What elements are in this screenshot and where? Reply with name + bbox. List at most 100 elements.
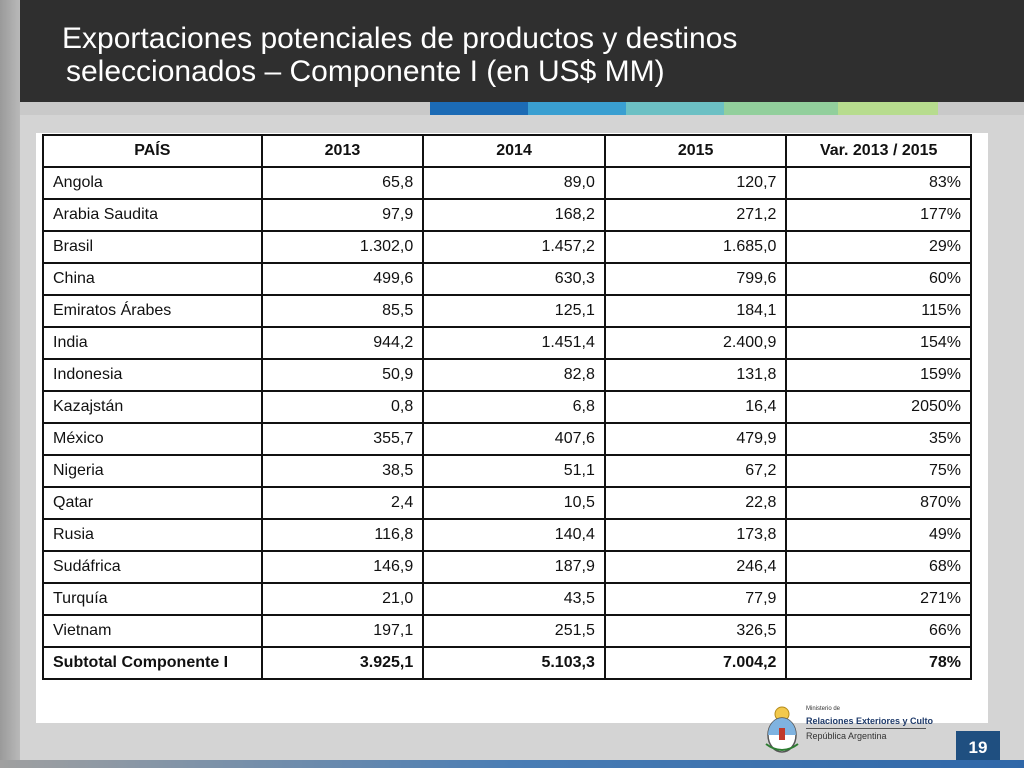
cell-variation: 60% — [785, 262, 972, 296]
cell-2015: 326,5 — [603, 614, 788, 648]
cell-variation: 177% — [785, 198, 972, 232]
cell-country: Turquía — [42, 582, 263, 616]
cell-2015: 120,7 — [603, 166, 788, 200]
cell-2015: 799,6 — [603, 262, 788, 296]
cell-2013: 85,5 — [260, 294, 425, 328]
table-row: India 944,2 1.451,4 2.400,9 154% — [42, 326, 972, 360]
cell-2013: 38,5 — [260, 454, 425, 488]
cell-2013: 146,9 — [260, 550, 425, 584]
table-row: Sudáfrica 146,9 187,9 246,4 68% — [42, 550, 972, 584]
cell-variation: 35% — [785, 422, 972, 456]
logo-divider — [806, 728, 926, 729]
table-row: Vietnam 197,1 251,5 326,5 66% — [42, 614, 972, 648]
cell-2015: 67,2 — [603, 454, 788, 488]
cell-2013: 944,2 — [260, 326, 425, 360]
exports-table: PAÍS 2013 2014 2015 Var. 2013 / 2015 Ang… — [42, 134, 972, 680]
cell-2014: 140,4 — [422, 518, 606, 552]
cell-2013: 116,8 — [260, 518, 425, 552]
cell-2014: 1.457,2 — [422, 230, 606, 264]
cell-2013: 21,0 — [260, 582, 425, 616]
title-line-2: seleccionados – Componente I (en US$ MM) — [66, 55, 665, 88]
cell-2014: 125,1 — [422, 294, 606, 328]
cell-variation: 83% — [785, 166, 972, 200]
cell-country: Nigeria — [42, 454, 263, 488]
cell-2014: 6,8 — [422, 390, 606, 424]
table-row: Nigeria 38,5 51,1 67,2 75% — [42, 454, 972, 488]
header-2014: 2014 — [422, 134, 606, 168]
table-row: Arabia Saudita 97,9 168,2 271,2 177% — [42, 198, 972, 232]
bottom-bar — [0, 760, 1024, 768]
cell-country: México — [42, 422, 263, 456]
cell-2015: 22,8 — [603, 486, 788, 520]
page-number: 19 — [956, 731, 1000, 764]
cell-2013: 0,8 — [260, 390, 425, 424]
cell-country: Angola — [42, 166, 263, 200]
cell-variation: 68% — [785, 550, 972, 584]
cell-2013: 65,8 — [260, 166, 425, 200]
cell-2014: 89,0 — [422, 166, 606, 200]
table-row: Indonesia 50,9 82,8 131,8 159% — [42, 358, 972, 392]
cell-variation: 29% — [785, 230, 972, 264]
cell-country: Vietnam — [42, 614, 263, 648]
cell-2015: 2.400,9 — [603, 326, 788, 360]
cell-country: China — [42, 262, 263, 296]
cell-2015: 479,9 — [603, 422, 788, 456]
subtotal-2013: 3.925,1 — [260, 646, 425, 680]
cell-2015: 271,2 — [603, 198, 788, 232]
accent-bar-2 — [528, 102, 626, 115]
cell-country: Sudáfrica — [42, 550, 263, 584]
cell-2014: 51,1 — [422, 454, 606, 488]
accent-bar-3 — [626, 102, 724, 115]
subtotal-2014: 5.103,3 — [422, 646, 606, 680]
logo-ministry-name: Relaciones Exteriores y Culto — [806, 716, 934, 726]
cell-2013: 97,9 — [260, 198, 425, 232]
cell-2015: 184,1 — [603, 294, 788, 328]
cell-2013: 499,6 — [260, 262, 425, 296]
table-row: Emiratos Árabes 85,5 125,1 184,1 115% — [42, 294, 972, 328]
cell-2013: 197,1 — [260, 614, 425, 648]
slide-header: Exportaciones potenciales de productos y… — [20, 0, 1024, 102]
cell-variation: 66% — [785, 614, 972, 648]
table-row: México 355,7 407,6 479,9 35% — [42, 422, 972, 456]
cell-variation: 75% — [785, 454, 972, 488]
cell-2014: 630,3 — [422, 262, 606, 296]
table-row: Turquía 21,0 43,5 77,9 271% — [42, 582, 972, 616]
national-seal-icon — [765, 706, 799, 753]
cell-country: Kazajstán — [42, 390, 263, 424]
cell-variation: 870% — [785, 486, 972, 520]
cell-variation: 115% — [785, 294, 972, 328]
cell-variation: 271% — [785, 582, 972, 616]
cell-country: India — [42, 326, 263, 360]
ministry-logo: Ministerio de Relaciones Exteriores y Cu… — [762, 700, 933, 756]
table-row: Kazajstán 0,8 6,8 16,4 2050% — [42, 390, 972, 424]
logo-small-text: Ministerio de — [806, 706, 841, 712]
left-stripe — [0, 0, 20, 768]
cell-2013: 355,7 — [260, 422, 425, 456]
subtotal-2015: 7.004,2 — [603, 646, 788, 680]
cell-2015: 131,8 — [603, 358, 788, 392]
logo-country-name: República Argentina — [806, 731, 887, 741]
table-row: Qatar 2,4 10,5 22,8 870% — [42, 486, 972, 520]
table-header-row: PAÍS 2013 2014 2015 Var. 2013 / 2015 — [42, 134, 972, 168]
slide-title: Exportaciones potenciales de productos y… — [62, 22, 962, 88]
cell-2014: 43,5 — [422, 582, 606, 616]
accent-bar-4 — [724, 102, 838, 115]
subtotal-label: Subtotal Componente I — [42, 646, 263, 680]
subtotal-row: Subtotal Componente I 3.925,1 5.103,3 7.… — [42, 646, 972, 680]
cell-country: Emiratos Árabes — [42, 294, 263, 328]
table-row: Rusia 116,8 140,4 173,8 49% — [42, 518, 972, 552]
cell-2014: 407,6 — [422, 422, 606, 456]
cell-country: Rusia — [42, 518, 263, 552]
header-country: PAÍS — [42, 134, 263, 168]
cell-country: Arabia Saudita — [42, 198, 263, 232]
cell-2015: 77,9 — [603, 582, 788, 616]
cell-country: Qatar — [42, 486, 263, 520]
cell-2015: 173,8 — [603, 518, 788, 552]
accent-bar-1 — [430, 102, 528, 115]
cell-variation: 154% — [785, 326, 972, 360]
cell-2014: 251,5 — [422, 614, 606, 648]
cell-2014: 168,2 — [422, 198, 606, 232]
table-row: Angola 65,8 89,0 120,7 83% — [42, 166, 972, 200]
cell-variation: 49% — [785, 518, 972, 552]
cell-variation: 2050% — [785, 390, 972, 424]
